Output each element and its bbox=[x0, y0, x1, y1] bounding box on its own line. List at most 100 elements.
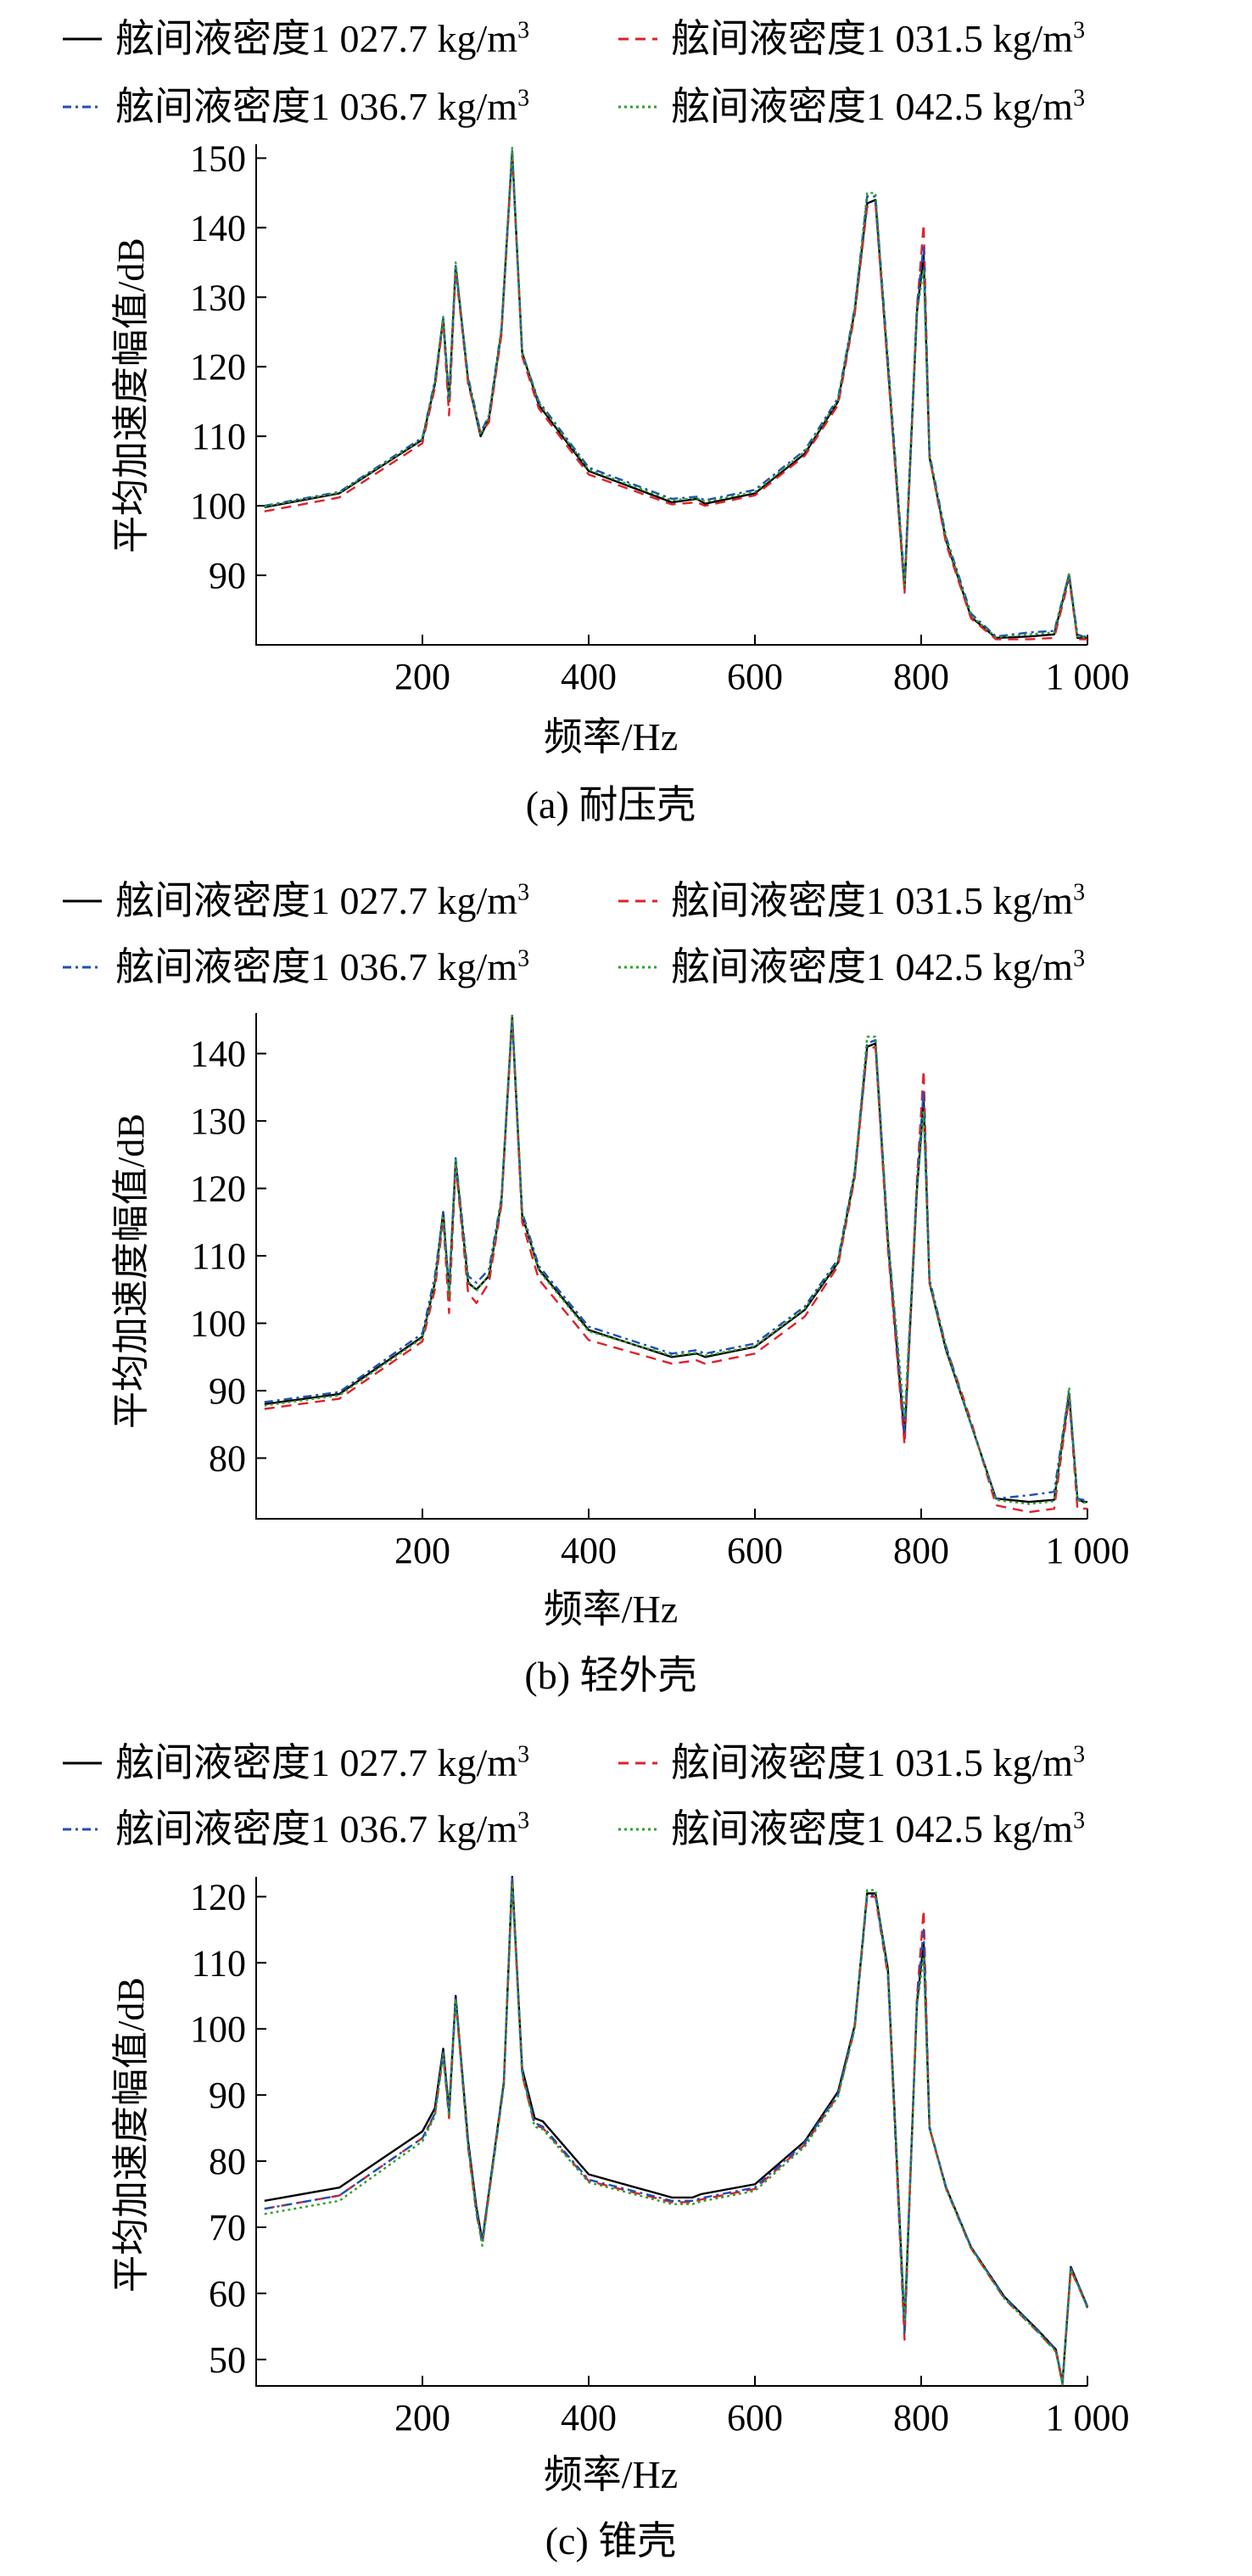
x-tick-label: 200 bbox=[394, 1530, 450, 1571]
legend-label: 舷间液密度1 031.5 kg/m bbox=[671, 1741, 1074, 1784]
legend-label: 舷间液密度1 036.7 kg/m bbox=[115, 1807, 518, 1851]
legend-swatch bbox=[63, 966, 102, 969]
x-tick-label: 1 000 bbox=[1046, 2397, 1130, 2439]
y-tick-label: 110 bbox=[192, 416, 246, 457]
legend-label: 舷间液密度1 027.7 kg/m bbox=[115, 1741, 518, 1784]
x-tick-label: 200 bbox=[394, 2397, 450, 2439]
legend-swatch bbox=[618, 1761, 657, 1765]
series-line bbox=[264, 146, 1087, 639]
legend-swatch bbox=[63, 37, 102, 41]
series-line bbox=[264, 1879, 1089, 2386]
legend-sup: 3 bbox=[1073, 945, 1086, 972]
y-tick-label: 100 bbox=[190, 1303, 246, 1345]
legend-swatch bbox=[618, 899, 657, 903]
legend-label: 舷间液密度1 031.5 kg/m bbox=[671, 879, 1074, 922]
legend-swatch bbox=[63, 105, 102, 109]
legend-sup: 3 bbox=[517, 879, 530, 906]
y-tick-label: 140 bbox=[190, 207, 246, 249]
x-tick-label: 800 bbox=[893, 656, 949, 697]
x-tick-label: 800 bbox=[893, 2397, 949, 2439]
legend-swatch bbox=[63, 899, 102, 903]
series-line bbox=[264, 150, 1087, 638]
axis-frame bbox=[255, 1877, 1087, 2387]
chart-panel-b: 舷间液密度1 027.7 kg/m3 舷间液密度1 031.5 kg/m3 舷间… bbox=[0, 859, 1252, 1717]
legend-sup: 3 bbox=[517, 1741, 530, 1768]
y-axis-label: 平均加速度幅值/dB bbox=[110, 238, 152, 553]
x-tick-label: 600 bbox=[727, 656, 783, 697]
y-tick-label: 110 bbox=[192, 1942, 246, 1984]
legend-row-1: 舷间液密度1 027.7 kg/m3 舷间液密度1 031.5 kg/m3 bbox=[59, 876, 1247, 927]
series-line bbox=[264, 1015, 1087, 1504]
series-line bbox=[264, 1011, 1087, 1505]
legend-sup: 3 bbox=[1073, 1807, 1086, 1834]
chart-panel-c: 舷间液密度1 027.7 kg/m3 舷间液密度1 031.5 kg/m3 舷间… bbox=[0, 1717, 1252, 2576]
legend-sup: 3 bbox=[517, 945, 530, 972]
y-tick-label: 100 bbox=[190, 485, 246, 527]
series-line bbox=[264, 1875, 1089, 2384]
series-line bbox=[264, 1877, 1089, 2385]
legend-swatch bbox=[63, 1828, 102, 1831]
y-tick-label: 150 bbox=[190, 137, 246, 179]
x-tick-label: 400 bbox=[561, 656, 617, 697]
y-tick-label: 70 bbox=[209, 2207, 246, 2248]
y-tick-label: 80 bbox=[209, 1437, 246, 1479]
axis-frame bbox=[255, 1013, 1087, 1520]
plot-area: 80 90 100 110 120 130 140 200 400 600 800 1 000 bbox=[190, 1011, 1130, 1571]
legend-sup: 3 bbox=[1073, 17, 1086, 44]
legend-swatch bbox=[618, 37, 657, 41]
y-tick-label: 140 bbox=[190, 1033, 246, 1075]
series-line bbox=[264, 1018, 1087, 1514]
y-tick-label: 90 bbox=[209, 1370, 246, 1412]
series-line bbox=[264, 150, 1087, 639]
x-axis-label: 频率/Hz bbox=[543, 715, 679, 759]
x-tick-label: 800 bbox=[893, 1530, 949, 1571]
y-tick-label: 50 bbox=[209, 2339, 246, 2381]
legend-row-1: 舷间液密度1 027.7 kg/m3 舷间液密度1 031.5 kg/m3 bbox=[59, 14, 1247, 64]
y-tick-label: 90 bbox=[209, 555, 246, 596]
legend-sup: 3 bbox=[517, 1807, 530, 1834]
y-tick-label: 110 bbox=[192, 1235, 246, 1277]
legend-label: 舷间液密度1 031.5 kg/m bbox=[671, 17, 1074, 60]
y-tick-label: 60 bbox=[209, 2273, 246, 2315]
plot-area: 50 60 70 80 90 100 110 120 200 400 600 800 1 000 bbox=[190, 1875, 1130, 2439]
x-axis-label: 频率/Hz bbox=[543, 1588, 679, 1631]
legend-sup: 3 bbox=[517, 17, 530, 44]
legend-label: 舷间液密度1 042.5 kg/m bbox=[671, 1807, 1074, 1851]
x-tick-label: 1 000 bbox=[1046, 656, 1130, 697]
axis-frame bbox=[255, 144, 1087, 646]
legend-label: 舷间液密度1 042.5 kg/m bbox=[671, 945, 1074, 988]
y-tick-label: 130 bbox=[190, 277, 246, 318]
y-tick-label: 120 bbox=[190, 1876, 246, 1918]
panel-caption: (a) 耐压壳 bbox=[525, 783, 696, 826]
panel-caption: (b) 轻外壳 bbox=[524, 1654, 697, 1697]
x-tick-label: 600 bbox=[727, 1530, 783, 1571]
legend-row-2: 舷间液密度1 036.7 kg/m3 舷间液密度1 042.5 kg/m3 bbox=[59, 1804, 1247, 1855]
legend-row-1: 舷间液密度1 027.7 kg/m3 舷间液密度1 031.5 kg/m3 bbox=[59, 1738, 1247, 1789]
series-line bbox=[264, 1882, 1089, 2386]
legend-row-2: 舷间液密度1 036.7 kg/m3 舷间液密度1 042.5 kg/m3 bbox=[59, 81, 1247, 132]
y-tick-label: 120 bbox=[190, 346, 246, 388]
chart-panel-a: 舷间液密度1 027.7 kg/m3 舷间液密度1 031.5 kg/m3 舷间… bbox=[0, 0, 1252, 859]
y-axis-label: 平均加速度幅值/dB bbox=[110, 1977, 152, 2293]
legend-sup: 3 bbox=[1073, 879, 1086, 906]
series-line bbox=[264, 154, 1087, 641]
legend-label: 舷间液密度1 027.7 kg/m bbox=[115, 879, 518, 922]
x-axis-label: 频率/Hz bbox=[543, 2453, 679, 2496]
x-tick-label: 1 000 bbox=[1046, 1530, 1130, 1571]
legend-label: 舷间液密度1 027.7 kg/m bbox=[115, 17, 518, 60]
legend-swatch bbox=[63, 1761, 102, 1765]
legend-sup: 3 bbox=[1073, 85, 1086, 112]
y-axis-label: 平均加速度幅值/dB bbox=[110, 1113, 152, 1429]
x-tick-label: 600 bbox=[727, 2397, 783, 2439]
legend-label: 舷间液密度1 042.5 kg/m bbox=[671, 85, 1074, 128]
legend-swatch bbox=[618, 105, 657, 109]
legend-sup: 3 bbox=[1073, 1741, 1086, 1768]
panel-caption: (c) 锥壳 bbox=[545, 2519, 677, 2562]
y-tick-label: 120 bbox=[190, 1168, 246, 1210]
legend-sup: 3 bbox=[517, 85, 530, 112]
legend-label: 舷间液密度1 036.7 kg/m bbox=[115, 85, 518, 128]
plot-area: 90 100 110 120 130 140 150 200 400 600 800 1 000 bbox=[190, 137, 1130, 697]
y-tick-label: 80 bbox=[209, 2141, 246, 2182]
y-tick-label: 130 bbox=[190, 1100, 246, 1142]
legend-swatch bbox=[618, 966, 657, 969]
